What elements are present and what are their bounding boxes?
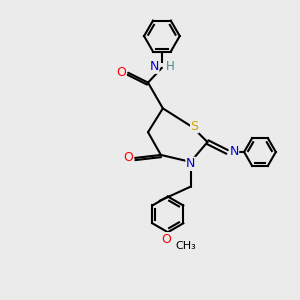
Text: S: S	[190, 120, 199, 133]
Text: O: O	[116, 66, 126, 79]
Text: CH₃: CH₃	[176, 241, 196, 251]
Text: O: O	[123, 152, 133, 164]
Text: N: N	[229, 146, 239, 158]
Text: H: H	[166, 60, 175, 73]
Text: N: N	[149, 60, 159, 73]
Text: O: O	[161, 233, 171, 246]
Text: N: N	[186, 158, 195, 170]
